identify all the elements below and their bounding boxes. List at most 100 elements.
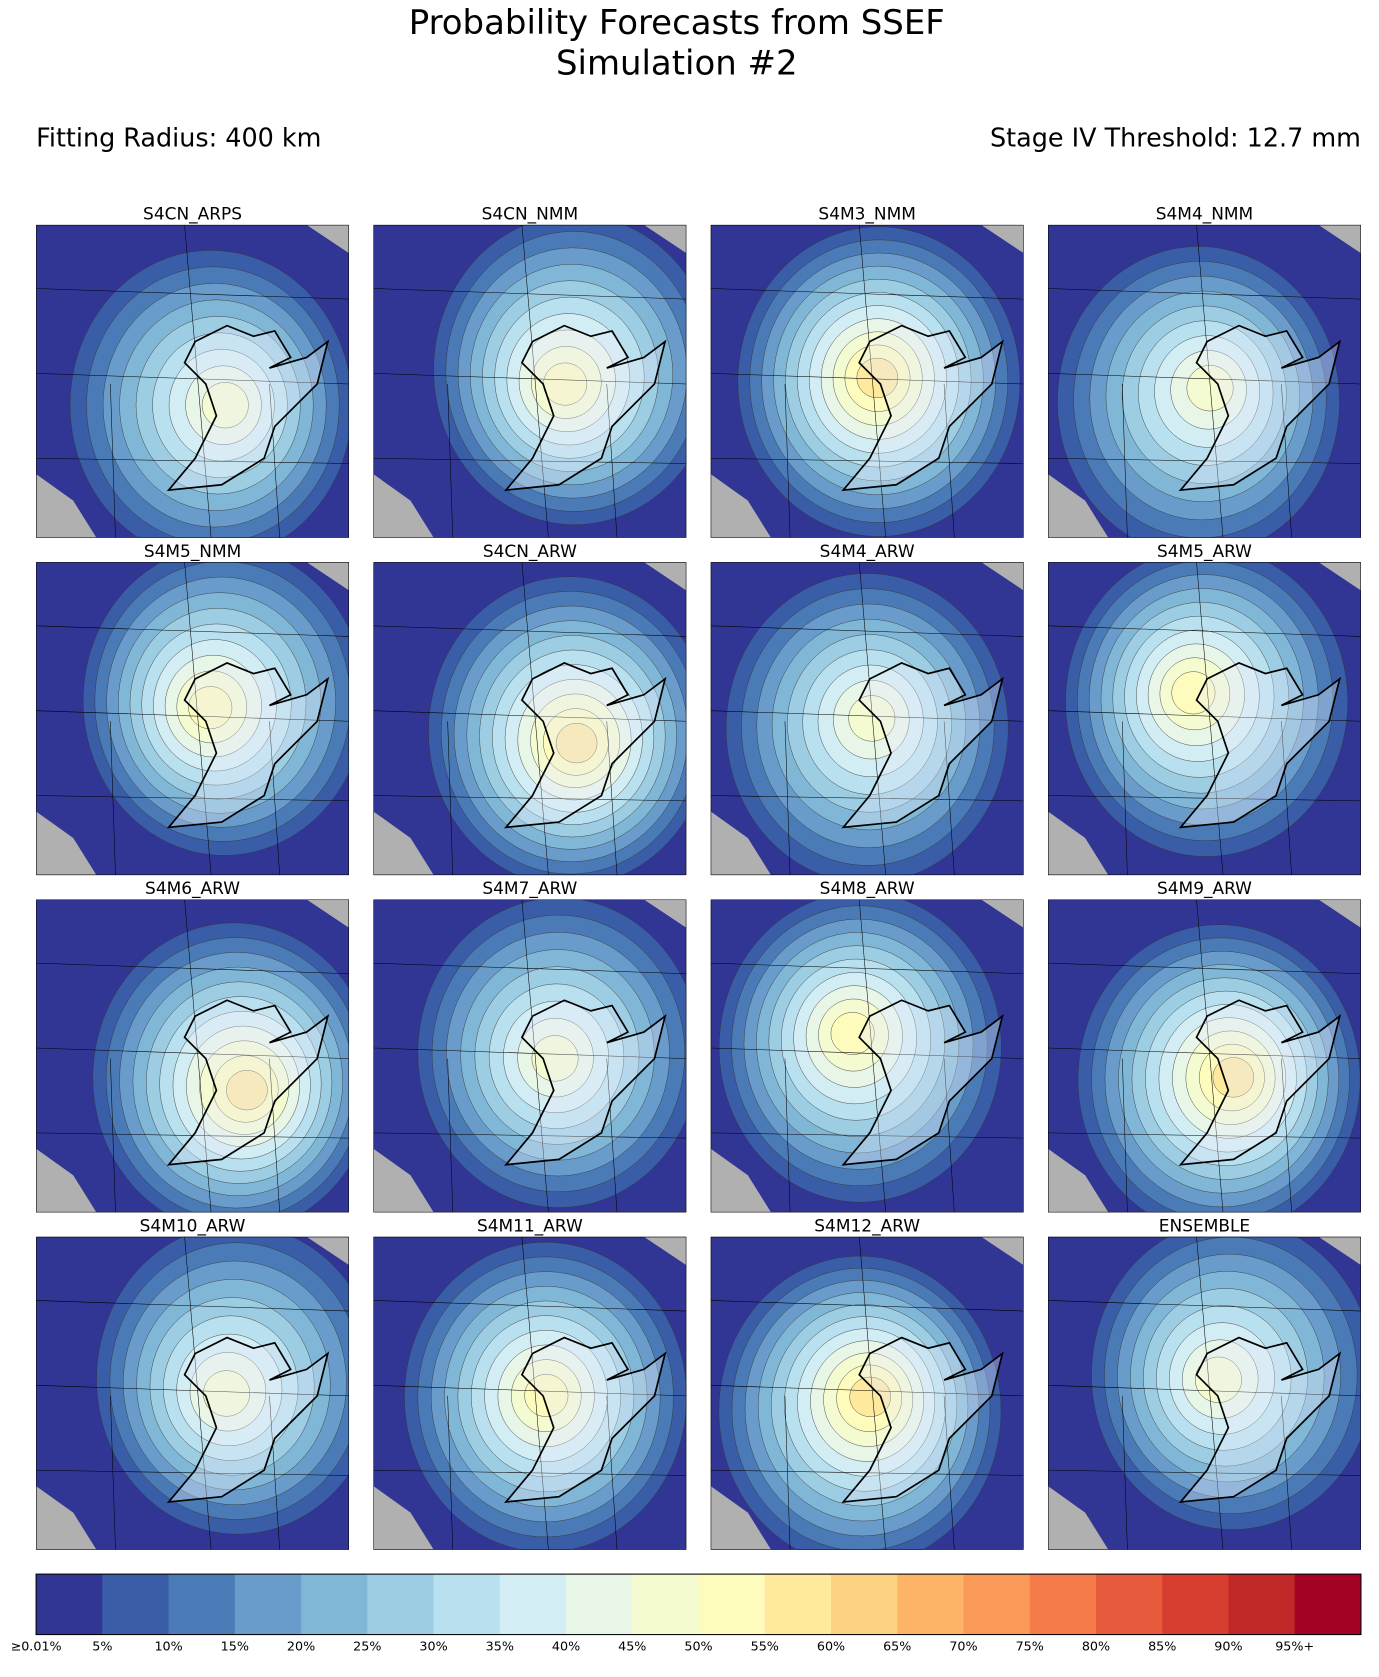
no-data-region [1318, 899, 1361, 928]
colorbar-label: 75% [1016, 1638, 1044, 1653]
no-data-region [373, 1486, 434, 1550]
no-data-region [710, 1148, 772, 1213]
state-border [110, 383, 116, 538]
state-border [943, 1395, 955, 1550]
state-border [447, 721, 454, 876]
contour [1171, 671, 1216, 715]
no-data-region [1048, 474, 1109, 538]
state-border [110, 1395, 116, 1550]
map-panel [36, 562, 350, 876]
colorbar-label: 30% [419, 1638, 447, 1653]
observed-outline [841, 662, 1004, 829]
no-data-region [710, 474, 772, 538]
no-data-region [36, 1148, 97, 1213]
observed-outline [1178, 662, 1342, 829]
fitting-radius: Fitting Radius: 400 km [36, 123, 321, 153]
title-line: Simulation #2 [556, 43, 798, 83]
observed-outline [504, 324, 667, 492]
state-border [1122, 1058, 1128, 1213]
contour [1212, 1057, 1255, 1098]
no-data-region [36, 811, 97, 876]
observed-outline [1178, 999, 1342, 1166]
state-border [373, 1300, 687, 1312]
state-border [710, 625, 1024, 637]
panel-title: S4M12_ARW [814, 1216, 920, 1236]
colorbar-swatch [102, 1574, 170, 1635]
panel-title: S4M5_ARW [1157, 542, 1252, 562]
state-border [1048, 625, 1361, 637]
state-border [36, 1300, 350, 1312]
map-panel [1048, 1236, 1361, 1550]
colorbar-label: 90% [1214, 1638, 1242, 1653]
colorbar-swatch [963, 1574, 1031, 1635]
no-data-region [373, 1148, 434, 1213]
state-border [373, 288, 687, 300]
colorbar-swatch [1162, 1574, 1229, 1635]
state-border [784, 1395, 791, 1550]
state-border [943, 721, 955, 876]
colorbar-label: 70% [949, 1638, 977, 1653]
colorbar-label: 80% [1082, 1638, 1110, 1653]
map-panel [710, 224, 1024, 538]
observed-outline [504, 1336, 667, 1504]
no-data-region [1318, 1236, 1361, 1266]
observed-outline [504, 662, 667, 829]
contour [226, 1070, 268, 1111]
state-border [36, 1047, 350, 1059]
observed-outline [841, 1336, 1004, 1504]
panel-title: S4CN_ARW [483, 542, 577, 562]
panel-title: S4M5_NMM [144, 542, 241, 562]
colorbar-label: 60% [817, 1638, 845, 1653]
no-data-region [1048, 811, 1109, 876]
colorbar-label: 20% [287, 1638, 315, 1653]
no-data-region [373, 811, 434, 876]
state-border [1281, 1395, 1292, 1550]
panel-title: S4M10_ARW [140, 1216, 246, 1236]
no-data-region [981, 1236, 1024, 1266]
no-data-region [710, 811, 772, 876]
state-border [269, 721, 280, 876]
state-border [36, 288, 350, 300]
state-border [606, 1395, 618, 1550]
map-panel [36, 1236, 350, 1550]
observed-outline [166, 999, 330, 1166]
colorbar-swatch [831, 1574, 898, 1635]
state-border [269, 1395, 280, 1550]
colorbar-swatch [1029, 1574, 1097, 1635]
observed-outline [504, 999, 667, 1166]
state-border [269, 1058, 280, 1213]
no-data-region [643, 899, 687, 928]
title-line: Probability Forecasts from SSEF [409, 3, 945, 43]
observed-outline [166, 1336, 330, 1504]
no-data-region [981, 224, 1024, 254]
map-panel [373, 1236, 687, 1550]
no-data-region [306, 1236, 350, 1266]
no-data-region [710, 1486, 772, 1550]
contour [531, 1035, 579, 1082]
threshold: Stage IV Threshold: 12.7 mm [990, 123, 1361, 153]
no-data-region [306, 224, 350, 254]
panel-title: S4M7_ARW [482, 879, 577, 899]
state-border [1122, 1395, 1128, 1550]
colorbar-label: ≥0.01% [11, 1638, 62, 1653]
colorbar-swatch [1095, 1574, 1163, 1635]
map-panel [710, 899, 1024, 1213]
colorbar-label: 10% [154, 1638, 182, 1653]
panel-title: S4M6_ARW [145, 879, 240, 899]
colorbar-swatch [566, 1574, 633, 1635]
state-border [1048, 962, 1361, 975]
state-border [1048, 1300, 1361, 1312]
panel-title: S4CN_NMM [482, 205, 579, 225]
no-data-region [1048, 1148, 1109, 1213]
no-data-region [1318, 224, 1361, 254]
colorbar-swatch [367, 1574, 435, 1635]
state-border [710, 1385, 1024, 1397]
colorbar-label: 45% [618, 1638, 646, 1653]
panel-title: S4CN_ARPS [143, 205, 242, 225]
colorbar-swatch [632, 1574, 700, 1635]
panel-title: S4M4_ARW [820, 542, 915, 562]
state-border [710, 288, 1024, 300]
map-panel [36, 224, 350, 538]
observed-outline [841, 999, 1004, 1166]
